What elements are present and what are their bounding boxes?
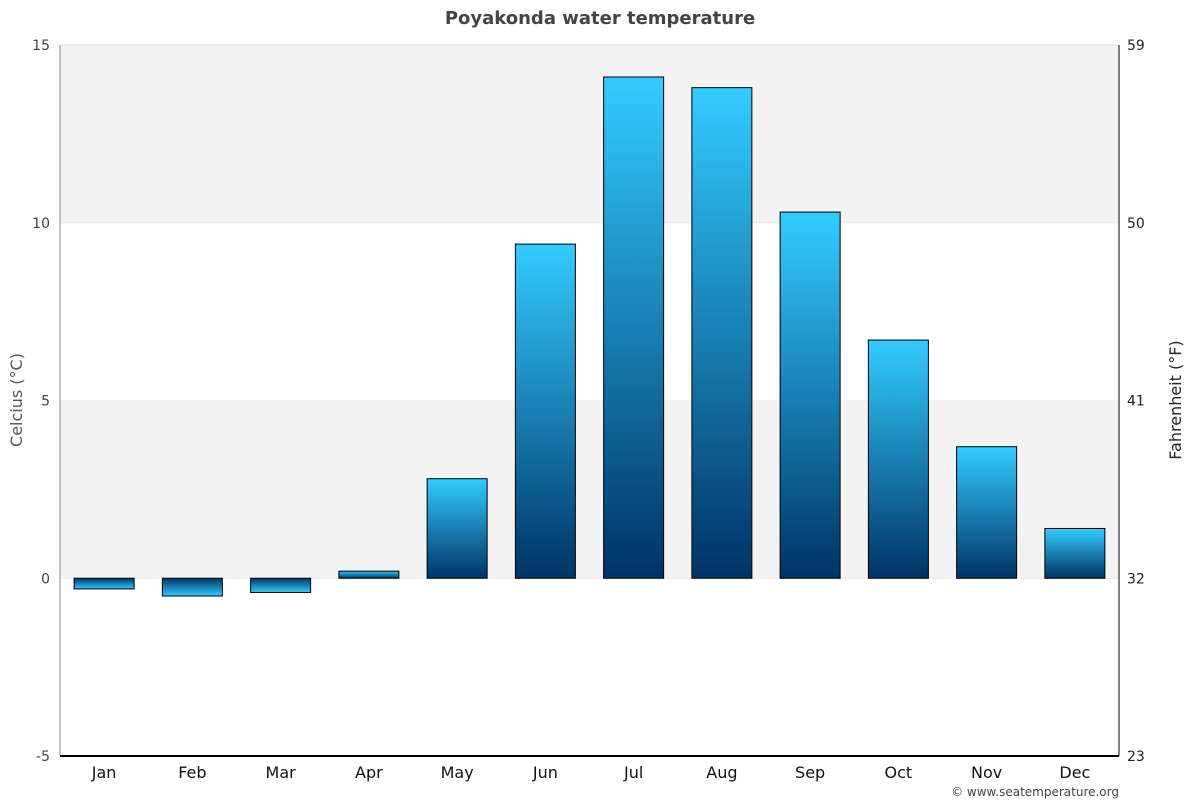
bar-jul: [603, 76, 665, 579]
chart-title: Poyakonda water temperature: [445, 8, 755, 29]
grid-band: [60, 578, 1119, 756]
grid-band: [60, 222, 1119, 401]
y2-tick-label: 23: [1127, 749, 1145, 765]
bar-may: [426, 478, 488, 579]
bar-jun: [514, 243, 576, 579]
bar-apr: [338, 570, 400, 579]
y-tick-label: 10: [32, 216, 50, 232]
x-tick-label: Feb: [178, 763, 206, 782]
bar-feb: [161, 577, 223, 597]
x-tick-label: Apr: [355, 763, 383, 782]
y2-axis-label: Fahrenheit (°F): [1166, 340, 1185, 459]
x-tick-label: Sep: [795, 763, 825, 782]
bar-aug: [691, 87, 753, 579]
x-tick-label: Jul: [623, 763, 643, 782]
x-tick-label: Jan: [91, 763, 117, 782]
x-tick-label: Oct: [885, 763, 913, 782]
x-tick-label: May: [441, 763, 474, 782]
x-tick-label: Mar: [266, 763, 297, 782]
bar-nov: [956, 446, 1018, 579]
y-tick-label: 0: [41, 571, 50, 587]
y-tick-label: 5: [41, 394, 50, 410]
y-tick-label: 15: [32, 38, 50, 54]
y-axis-label: Celcius (°C): [7, 353, 26, 447]
credit-text: © www.seatemperature.org: [951, 785, 1119, 799]
bar-mar: [250, 577, 312, 593]
bar-dec: [1044, 527, 1106, 579]
x-tick-label: Nov: [971, 763, 1002, 782]
bar-sep: [779, 211, 841, 579]
x-tick-label: Dec: [1059, 763, 1090, 782]
bar-oct: [867, 339, 929, 579]
y2-tick-label: 32: [1127, 571, 1145, 587]
x-tick-label: Aug: [706, 763, 737, 782]
grid-band: [60, 45, 1119, 223]
y2-tick-label: 41: [1127, 394, 1145, 410]
y2-tick-label: 59: [1127, 38, 1145, 54]
x-tick-label: Jun: [532, 763, 558, 782]
y-tick-label: -5: [36, 749, 50, 765]
y2-tick-label: 50: [1127, 216, 1145, 232]
grid-band: [60, 400, 1119, 579]
bar-jan: [73, 577, 135, 590]
